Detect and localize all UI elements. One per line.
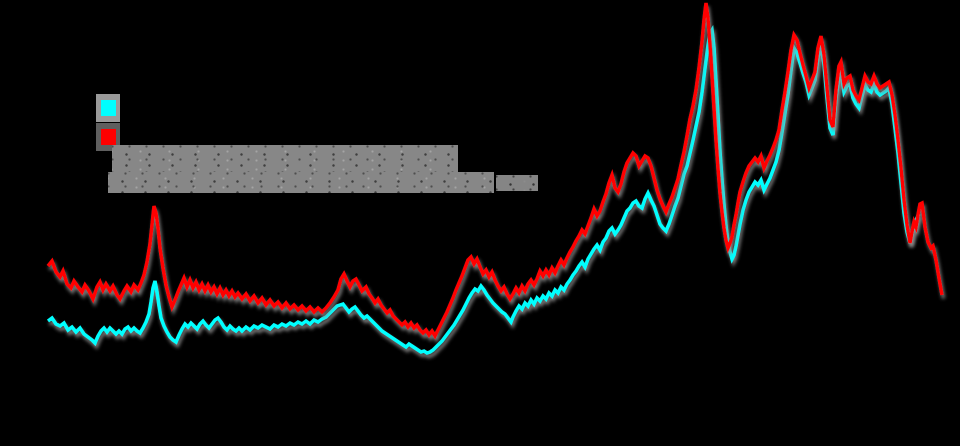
red-series-color-chip: [101, 129, 116, 145]
red-series-line: [46, 2, 944, 340]
cyan-series-line: [46, 25, 921, 355]
legend-swatch-red[interactable]: [96, 123, 120, 151]
cyan-series-color-chip: [101, 100, 116, 116]
legend-swatch-cyan[interactable]: [96, 94, 120, 122]
